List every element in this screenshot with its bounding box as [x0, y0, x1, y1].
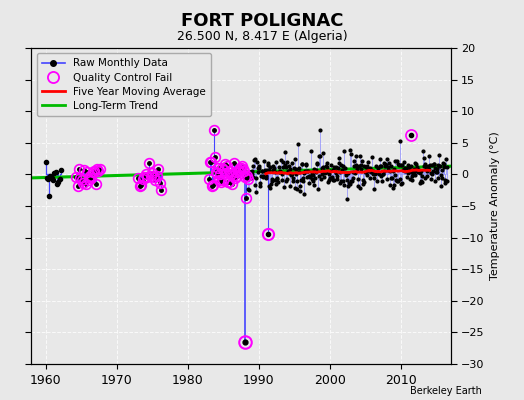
Y-axis label: Temperature Anomaly (°C): Temperature Anomaly (°C) [490, 132, 500, 280]
Legend: Raw Monthly Data, Quality Control Fail, Five Year Moving Average, Long-Term Tren: Raw Monthly Data, Quality Control Fail, … [37, 53, 211, 116]
Text: FORT POLIGNAC: FORT POLIGNAC [181, 12, 343, 30]
Text: Berkeley Earth: Berkeley Earth [410, 386, 482, 396]
Text: 26.500 N, 8.417 E (Algeria): 26.500 N, 8.417 E (Algeria) [177, 30, 347, 43]
